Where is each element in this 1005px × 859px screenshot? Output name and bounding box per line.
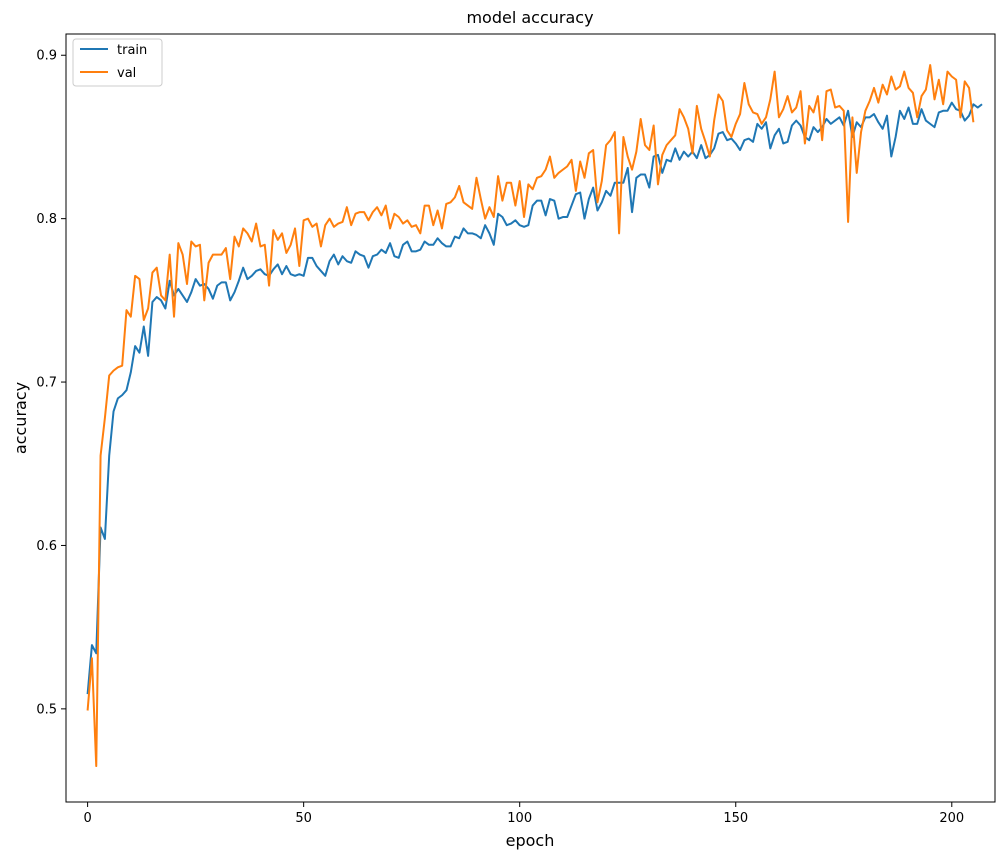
y-tick-label: 0.5: [36, 702, 57, 717]
x-tick-label: 150: [723, 811, 748, 826]
legend-box: [72, 38, 163, 87]
plot-frame: [65, 33, 996, 803]
x-tick-label: 100: [507, 811, 532, 826]
series-lines: [86, 64, 983, 768]
series-line-val: [86, 64, 975, 768]
legend-label-val: val: [117, 66, 136, 81]
y-tick-label: 0.6: [36, 539, 57, 554]
y-axis-ticks: 0.5 0.6 0.7 0.8 0.9: [36, 49, 66, 717]
x-axis-ticks: 0 50 100 150 200: [83, 802, 964, 826]
legend-label-train: train: [117, 43, 147, 58]
chart-title: model accuracy: [466, 8, 593, 27]
y-tick-label: 0.9: [36, 49, 57, 64]
series-line-train: [86, 101, 983, 695]
x-tick-label: 200: [939, 811, 964, 826]
y-axis-label: accuracy: [11, 382, 30, 454]
x-tick-label: 0: [83, 811, 91, 826]
x-axis-label: epoch: [506, 831, 555, 850]
legend: train val: [72, 38, 163, 87]
x-tick-label: 50: [295, 811, 312, 826]
y-tick-label: 0.7: [36, 376, 57, 391]
y-tick-label: 0.8: [36, 212, 57, 227]
